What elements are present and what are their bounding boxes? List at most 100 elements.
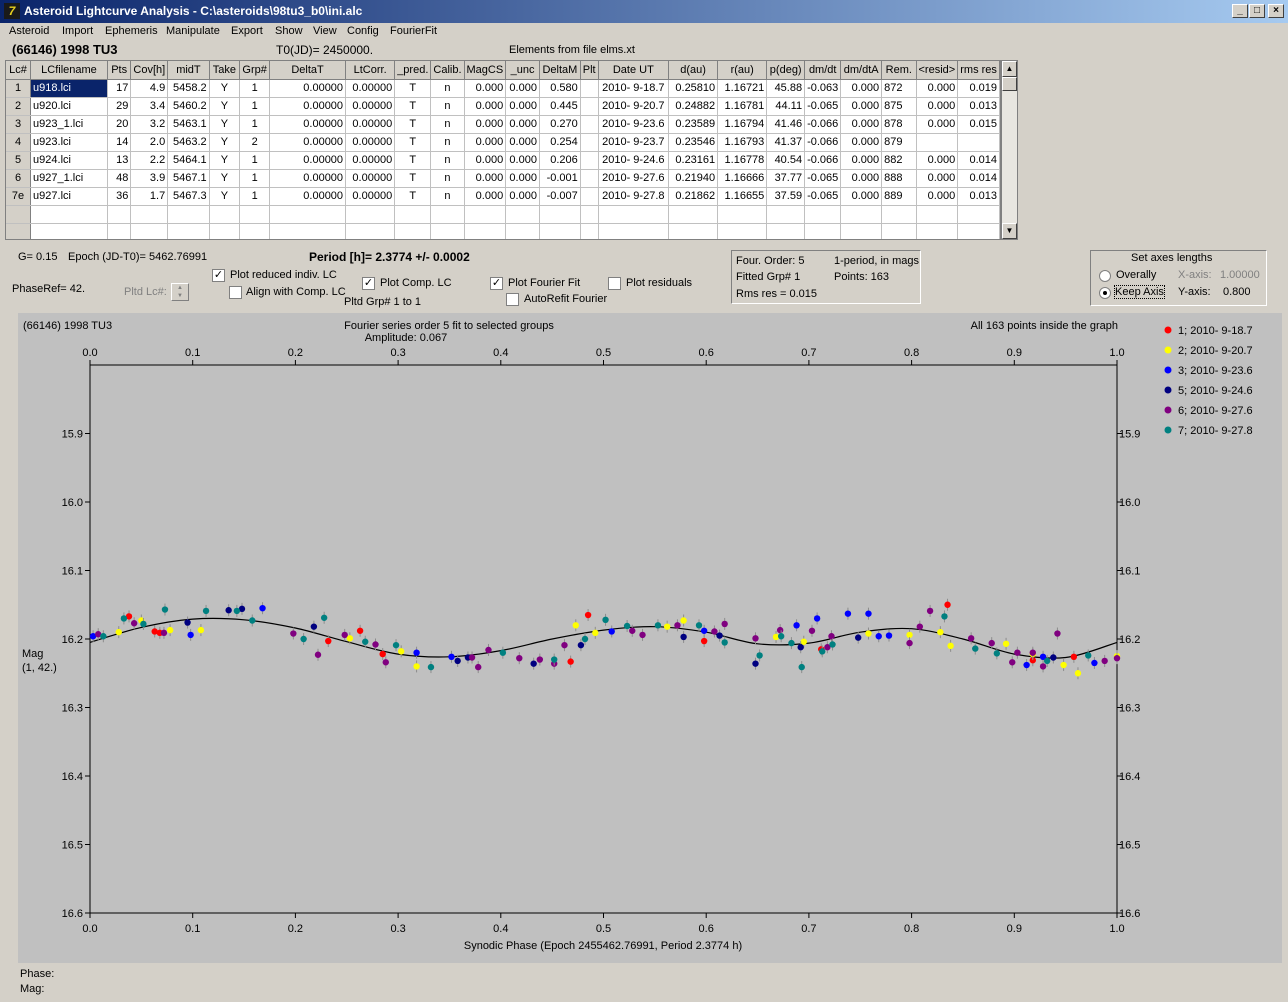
table-cell[interactable]: 0.00000 [269, 133, 347, 152]
table-cell[interactable]: 0.00000 [269, 97, 347, 116]
period-value[interactable]: Period [h]= 2.3774 +/- 0.0002 [309, 250, 470, 264]
table-cell[interactable]: Y [209, 133, 241, 152]
table-cell[interactable]: T [394, 97, 432, 116]
row-header[interactable]: 7e [6, 187, 32, 206]
table-cell[interactable] [239, 223, 271, 239]
table-cell[interactable]: 0.015 [957, 115, 1000, 134]
table-cell[interactable] [580, 223, 599, 239]
table-cell[interactable]: 0.013 [957, 97, 1000, 116]
table-cell[interactable] [167, 223, 210, 239]
table-cell[interactable]: 0.000 [916, 169, 959, 188]
table-cell[interactable]: 0.000 [505, 151, 540, 170]
table-cell[interactable] [957, 223, 1000, 239]
table-cell[interactable]: T [394, 133, 432, 152]
table-cell[interactable] [598, 223, 670, 239]
table-cell[interactable]: 0.24882 [668, 97, 719, 116]
table-cell[interactable]: T [394, 169, 432, 188]
menu-view[interactable]: View [313, 25, 337, 37]
table-cell[interactable]: 1 [239, 187, 271, 206]
table-cell[interactable]: 1 [239, 115, 271, 134]
table-cell[interactable] [766, 205, 806, 224]
table-cell[interactable] [167, 205, 210, 224]
scroll-down-icon[interactable]: ▼ [1002, 223, 1017, 239]
table-cell[interactable]: 40.54 [766, 151, 806, 170]
column-header[interactable]: Plt [580, 61, 599, 80]
table-scrollbar[interactable]: ▲ ▼ [1001, 60, 1018, 240]
row-header[interactable] [6, 205, 32, 224]
table-cell[interactable] [430, 223, 465, 239]
menu-fourierfit[interactable]: FourierFit [390, 25, 438, 37]
table-cell[interactable] [269, 205, 347, 224]
scroll-thumb[interactable] [1002, 77, 1017, 91]
table-cell[interactable]: -0.001 [539, 169, 581, 188]
table-cell[interactable]: 2.0 [130, 133, 169, 152]
restore-button[interactable]: □ [1249, 4, 1265, 18]
table-cell[interactable]: 29 [107, 97, 132, 116]
table-cell[interactable]: n [430, 97, 465, 116]
table-cell[interactable] [30, 223, 108, 239]
scroll-up-icon[interactable]: ▲ [1002, 61, 1017, 77]
table-cell[interactable]: 0.00000 [345, 169, 396, 188]
table-cell[interactable]: 0.000 [464, 115, 507, 134]
table-cell[interactable]: -0.066 [804, 133, 842, 152]
table-cell[interactable]: 0.000 [464, 151, 507, 170]
table-cell[interactable]: 0.00000 [345, 187, 396, 206]
table-cell[interactable]: n [430, 151, 465, 170]
table-cell[interactable]: 5464.1 [167, 151, 210, 170]
table-cell[interactable] [766, 223, 806, 239]
table-cell[interactable]: 878 [881, 115, 917, 134]
table-cell[interactable]: Y [209, 187, 241, 206]
table-cell[interactable] [394, 205, 432, 224]
table-cell[interactable] [269, 223, 347, 239]
table-cell[interactable]: 0.23589 [668, 115, 719, 134]
table-cell[interactable]: T [394, 115, 432, 134]
table-cell[interactable]: u918.lci [30, 79, 108, 98]
column-header[interactable]: Pts [107, 61, 132, 80]
table-cell[interactable] [580, 151, 599, 170]
table-cell[interactable]: 5467.1 [167, 169, 210, 188]
table-cell[interactable] [580, 97, 599, 116]
table-cell[interactable] [840, 223, 883, 239]
table-cell[interactable] [881, 223, 917, 239]
minimize-button[interactable]: _ [1232, 4, 1248, 18]
table-cell[interactable]: 1 [239, 79, 271, 98]
table-cell[interactable]: 2010- 9-18.7 [598, 79, 670, 98]
menu-ephemeris[interactable]: Ephemeris [105, 25, 158, 37]
table-cell[interactable] [916, 205, 959, 224]
table-cell[interactable] [881, 205, 917, 224]
table-cell[interactable]: 1 [239, 97, 271, 116]
menu-import[interactable]: Import [62, 25, 94, 37]
table-cell[interactable]: 0.000 [840, 169, 883, 188]
table-cell[interactable] [598, 205, 670, 224]
table-cell[interactable]: 2 [239, 133, 271, 152]
table-cell[interactable]: 2010- 9-24.6 [598, 151, 670, 170]
table-cell[interactable]: 0.000 [505, 187, 540, 206]
table-cell[interactable] [580, 205, 599, 224]
table-cell[interactable]: n [430, 115, 465, 134]
table-cell[interactable]: u923.lci [30, 133, 108, 152]
table-cell[interactable]: 5458.2 [167, 79, 210, 98]
column-header[interactable]: r(au) [717, 61, 768, 80]
table-cell[interactable]: 0.270 [539, 115, 581, 134]
table-cell[interactable]: 1.16793 [717, 133, 768, 152]
table-cell[interactable] [130, 205, 169, 224]
table-cell[interactable] [464, 223, 507, 239]
table-cell[interactable]: Y [209, 97, 241, 116]
column-header[interactable]: Take [209, 61, 241, 80]
table-cell[interactable]: 0.00000 [269, 169, 347, 188]
row-header[interactable]: 1 [6, 79, 32, 98]
table-cell[interactable]: 2.2 [130, 151, 169, 170]
table-cell[interactable]: Y [209, 169, 241, 188]
table-cell[interactable] [107, 223, 132, 239]
table-cell[interactable]: 882 [881, 151, 917, 170]
table-cell[interactable]: 2010- 9-23.6 [598, 115, 670, 134]
table-row-empty[interactable] [6, 223, 1000, 239]
table-cell[interactable] [394, 223, 432, 239]
table-cell[interactable]: 872 [881, 79, 917, 98]
table-cell[interactable]: -0.065 [804, 97, 842, 116]
table-cell[interactable]: 0.000 [505, 169, 540, 188]
table-cell[interactable] [957, 133, 1000, 152]
table-cell[interactable] [580, 169, 599, 188]
row-header[interactable]: 3 [6, 115, 32, 134]
table-cell[interactable]: 0.23161 [668, 151, 719, 170]
